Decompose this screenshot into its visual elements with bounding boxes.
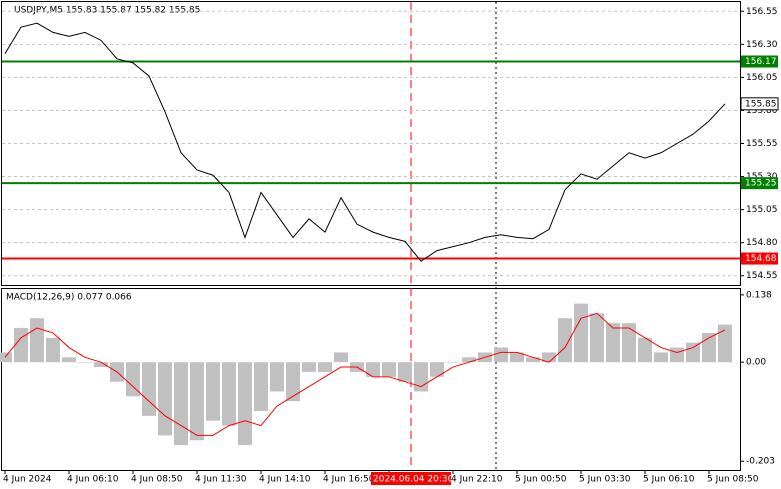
macd-bar xyxy=(670,347,684,363)
level-label-box xyxy=(741,177,778,190)
x-tick-label: 5 Jun 06:10 xyxy=(643,475,695,485)
macd-bar xyxy=(302,362,316,372)
macd-bar xyxy=(430,362,444,377)
y-tick-label: 154.80 xyxy=(746,238,778,248)
macd-bar xyxy=(158,362,172,436)
macd-bar xyxy=(446,362,460,363)
y-tick-label: 155.55 xyxy=(746,139,778,149)
macd-bar xyxy=(398,362,412,382)
macd-bar xyxy=(174,362,188,446)
macd-bar xyxy=(686,342,700,363)
last-price-box xyxy=(740,97,779,111)
macd-title: MACD(12,26,9) 0.077 0.066 xyxy=(6,293,132,303)
macd-bar xyxy=(14,328,28,363)
macd-bar xyxy=(78,362,92,363)
macd-bar xyxy=(382,362,396,377)
macd-bar xyxy=(270,362,284,392)
macd-bar xyxy=(462,357,476,363)
signal-line xyxy=(4,312,726,436)
macd-bar xyxy=(334,352,348,363)
x-tick-label: 4 Jun 22:10 xyxy=(451,475,503,485)
y-tick-label: 155.30 xyxy=(746,172,778,182)
macd-bar xyxy=(46,337,60,363)
macd-bar xyxy=(190,362,204,441)
x-tick-label: 5 Jun 08:50 xyxy=(707,475,759,485)
y-tick-label: 0.138 xyxy=(746,290,772,300)
macd-bar xyxy=(238,362,252,446)
cursor-label-box xyxy=(371,472,451,485)
y-tick-label: 156.05 xyxy=(746,73,778,83)
y-tick-label: 155.80 xyxy=(746,106,778,116)
x-tick-label: 5 Jun 00:50 xyxy=(515,475,567,485)
x-tick-label: 4 Jun 11:30 xyxy=(195,475,247,485)
macd-bar xyxy=(654,352,668,363)
level-label: 156.17 xyxy=(745,57,777,67)
level-label: 154.68 xyxy=(745,254,777,264)
y-tick-label: 154.55 xyxy=(746,271,778,281)
macd-bar xyxy=(94,362,108,368)
y-tick-label: 156.30 xyxy=(746,40,778,50)
x-tick-label: 4 Jun 2024 xyxy=(3,475,52,485)
macd-bar xyxy=(558,318,572,363)
x-tick-label: 5 Jun 03:30 xyxy=(579,475,631,485)
y-tick-label: 156.55 xyxy=(746,7,778,17)
y-tick-label: 0.00 xyxy=(746,358,766,368)
macd-bar xyxy=(638,337,652,363)
macd-bar xyxy=(510,352,524,363)
macd-bar xyxy=(606,323,620,363)
macd-bar xyxy=(574,303,588,363)
macd-bar xyxy=(126,362,140,397)
macd-bar xyxy=(318,362,332,372)
chart-title: USDJPY,M5 155.83 155.87 155.82 155.85 xyxy=(14,6,200,16)
macd-bar xyxy=(142,362,156,416)
cursor-label: 2024.06.04 20:30 xyxy=(373,475,454,485)
level-label: 155.25 xyxy=(745,179,777,189)
x-tick-label: 4 Jun 06:10 xyxy=(67,475,119,485)
x-tick-label: 4 Jun 16:50 xyxy=(323,475,375,485)
macd-bar xyxy=(206,362,220,421)
macd-bar xyxy=(286,362,300,402)
last-price-label: 155.85 xyxy=(745,99,777,109)
macd-bar xyxy=(590,313,604,363)
macd-bar xyxy=(0,352,12,363)
macd-frame xyxy=(1,288,741,471)
macd-bar xyxy=(254,362,268,411)
macd-bar xyxy=(718,324,732,363)
level-label-box xyxy=(741,55,778,68)
x-tick-label: 4 Jun 14:10 xyxy=(259,475,311,485)
macd-bar xyxy=(62,357,76,363)
price-line xyxy=(4,22,726,262)
macd-bar xyxy=(494,347,508,363)
level-label-box xyxy=(741,252,778,265)
macd-bar xyxy=(30,318,44,363)
macd-bar xyxy=(526,357,540,363)
macd-bar xyxy=(222,362,236,426)
macd-bar xyxy=(366,362,380,377)
macd-bar xyxy=(622,323,636,363)
y-tick-label: 155.05 xyxy=(746,205,778,215)
y-tick-label: -0.203 xyxy=(746,457,775,467)
macd-bar xyxy=(542,352,556,363)
x-tick-label: 4 Jun 08:50 xyxy=(131,475,183,485)
